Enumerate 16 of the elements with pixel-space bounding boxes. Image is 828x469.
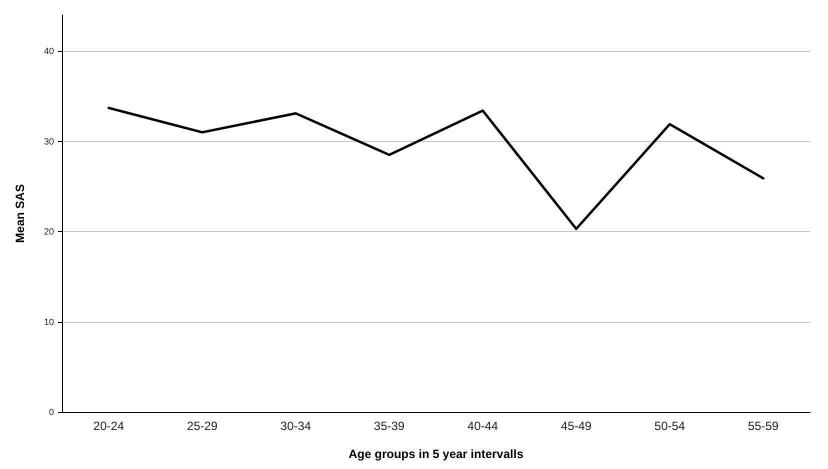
- x-tick-label: 50-54: [654, 419, 686, 433]
- x-tick-label: 45-49: [560, 419, 592, 433]
- x-tick-label: 30-34: [280, 419, 312, 433]
- x-tick-label: 40-44: [467, 419, 498, 433]
- y-tick-label: 10: [44, 316, 54, 327]
- y-tick-label: 30: [44, 136, 54, 146]
- x-tick-label: 25-29: [186, 419, 218, 433]
- y-axis-title: Mean SAS: [13, 184, 27, 243]
- x-tick-label: 20-24: [93, 419, 124, 433]
- x-tick-label: 35-39: [374, 419, 405, 433]
- y-tick-label: 20: [44, 226, 54, 237]
- line-series: [108, 106, 764, 230]
- x-tick-label: 55-59: [748, 419, 779, 433]
- y-tick-label: 40: [44, 46, 54, 56]
- y-tick-label: 0: [48, 407, 54, 417]
- x-axis-title: Age groups in 5 year intervalls: [348, 447, 524, 461]
